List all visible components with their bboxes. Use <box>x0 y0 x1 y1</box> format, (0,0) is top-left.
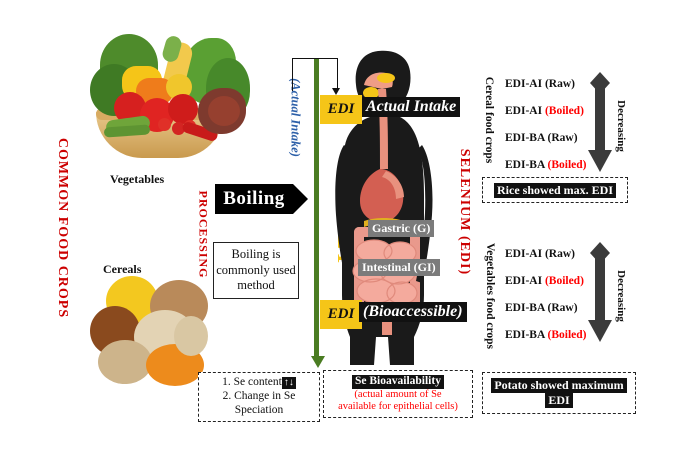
axis-label-processing: PROCESSING <box>196 165 211 305</box>
se-bioavailability-line2: available for epithelial cells) <box>338 400 458 412</box>
caption-cereals: Cereals <box>103 262 141 277</box>
vegetable-basket-image <box>78 20 258 170</box>
decreasing-arrow-cereal-icon <box>588 72 612 172</box>
label-bioaccessible-text: (Bioaccessible) <box>363 303 463 320</box>
actual-intake-connector <box>292 58 338 91</box>
trend-label-vegetables: Decreasing <box>615 251 627 341</box>
decreasing-arrow-vegetables-icon <box>588 242 612 342</box>
boiling-note-box: Boiling is commonly used method <box>213 242 299 299</box>
result-row-veg-0-prefix: EDI-AI <box>505 248 545 260</box>
outcome-line-2: 2. Change in Se <box>222 390 296 403</box>
outcome-line-1-text: 1. Se content <box>222 376 282 389</box>
summary-box-cereal-text: Rice showed max. EDI <box>494 182 616 198</box>
se-bioavailability-line1: (actual amount of Se <box>354 388 442 400</box>
result-row-cereal-0: EDI-AI (Raw) <box>505 78 575 90</box>
result-row-veg-1-prefix: EDI-AI <box>505 275 545 287</box>
axis-label-common-food-crops-text: COMMON FOOD CROPS <box>55 137 70 319</box>
result-row-cereal-0-state: (Raw) <box>544 78 575 90</box>
group-label-vegetables-food-crops-text: Vegetables food crops <box>484 242 496 350</box>
cereal-grains-image <box>78 258 228 398</box>
result-row-veg-3-prefix: EDI-BA <box>505 329 548 341</box>
se-bioavailability-title: Se Bioavailability <box>352 375 444 389</box>
caption-cereals-text: Cereals <box>103 262 142 276</box>
result-row-cereal-2-prefix: EDI-BA <box>505 132 548 144</box>
label-actual-intake: Actual Intake <box>362 97 461 117</box>
result-row-cereal-3: EDI-BA (Boiled) <box>505 159 586 171</box>
actual-intake-connector-arrow-icon <box>332 88 340 95</box>
result-row-veg-0: EDI-AI (Raw) <box>505 248 575 260</box>
boiling-banner: Boiling <box>215 184 293 214</box>
result-row-cereal-2-state: (Raw) <box>547 132 578 144</box>
result-row-cereal-1: EDI-AI (Boiled) <box>505 105 584 117</box>
boiling-banner-arrow-icon <box>293 184 308 214</box>
summary-box-vegetables-line2: EDI <box>545 393 573 408</box>
summary-box-cereal: Rice showed max. EDI <box>482 177 628 203</box>
label-actual-intake-text: Actual Intake <box>366 98 457 115</box>
trend-label-vegetables-text: Decreasing <box>615 270 627 322</box>
outcome-line-3: Speciation <box>234 403 284 416</box>
edi-chip-actual-intake: EDI <box>320 95 362 124</box>
result-row-cereal-1-prefix: EDI-AI <box>505 105 545 117</box>
organ-label-intestinal: Intestinal (GI) <box>358 259 440 276</box>
result-row-veg-2-prefix: EDI-BA <box>505 302 548 314</box>
result-row-cereal-1-state: (Boiled) <box>544 105 584 117</box>
boiling-banner-text: Boiling <box>223 188 285 209</box>
result-row-veg-2-state: (Raw) <box>547 302 578 314</box>
outcome-line-1: 1. Se content ↑↓ <box>222 376 296 390</box>
organ-label-intestinal-text: Intestinal (GI) <box>362 260 436 274</box>
result-row-veg-1: EDI-AI (Boiled) <box>505 275 584 287</box>
trend-label-cereal: Decreasing <box>615 81 627 171</box>
label-bioaccessible: (Bioaccessible) <box>359 302 467 322</box>
caption-vegetables-text: Vegetables <box>110 172 165 186</box>
axis-label-common-food-crops: COMMON FOOD CROPS <box>54 128 70 328</box>
up-down-arrow-icon: ↑↓ <box>281 376 296 389</box>
group-label-cereal-food-crops-text: Cereal food crops <box>483 76 495 164</box>
processing-outcome-box: 1. Se content ↑↓ 2. Change in Se Speciati… <box>198 372 320 422</box>
organ-label-gastric-text: Gastric (G) <box>372 221 431 235</box>
result-row-cereal-0-prefix: EDI-AI <box>505 78 545 90</box>
axis-label-selenium-edi: SELENIUM (EDI) <box>456 107 472 317</box>
organ-label-gastric: Gastric (G) <box>368 220 435 237</box>
summary-box-vegetables: Potato showed maximum EDI <box>482 372 636 414</box>
edi-chip-actual-intake-text: EDI <box>327 101 355 117</box>
bioaccessibility-arrow-head-icon <box>311 356 325 368</box>
boiling-note-text: Boiling is commonly used method <box>216 247 296 293</box>
summary-box-vegetables-line1: Potato showed maximum <box>491 378 627 393</box>
group-label-vegetables-food-crops: Vegetables food crops <box>484 216 496 376</box>
trend-label-cereal-text: Decreasing <box>615 100 627 152</box>
se-bioavailability-box: Se Bioavailability (actual amount of Se … <box>323 370 473 418</box>
result-row-veg-2: EDI-BA (Raw) <box>505 302 578 314</box>
edi-chip-bioaccessible-text: EDI <box>327 306 355 322</box>
result-row-veg-3: EDI-BA (Boiled) <box>505 329 586 341</box>
result-row-veg-1-state: (Boiled) <box>544 275 584 287</box>
edi-chip-bioaccessible: EDI <box>320 300 362 329</box>
group-label-cereal-food-crops: Cereal food crops <box>483 55 495 185</box>
caption-vegetables: Vegetables <box>110 172 164 187</box>
result-row-cereal-3-state: (Boiled) <box>547 159 587 171</box>
result-row-cereal-3-prefix: EDI-BA <box>505 159 548 171</box>
bioaccessibility-arrow-shaft <box>314 58 319 358</box>
result-row-veg-0-state: (Raw) <box>544 248 575 260</box>
axis-label-processing-text: PROCESSING <box>196 190 211 279</box>
result-row-veg-3-state: (Boiled) <box>547 329 587 341</box>
axis-label-selenium-edi-text: SELENIUM (EDI) <box>457 148 472 276</box>
result-row-cereal-2: EDI-BA (Raw) <box>505 132 578 144</box>
